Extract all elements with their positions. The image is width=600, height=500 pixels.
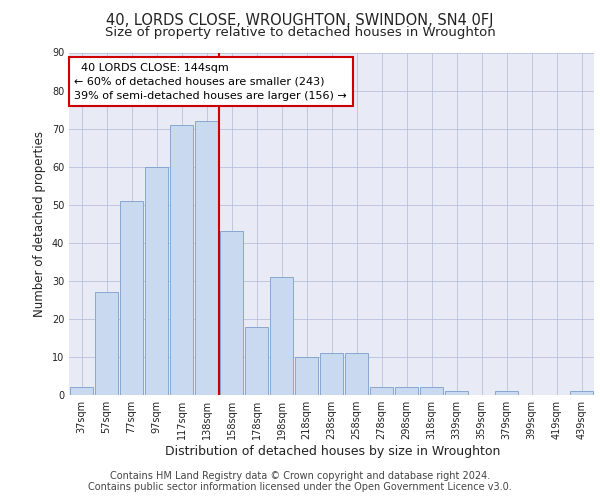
Bar: [345, 353, 368, 395]
Bar: [220, 232, 243, 395]
Bar: [570, 391, 593, 395]
Bar: [445, 391, 468, 395]
Bar: [420, 388, 443, 395]
Text: Contains HM Land Registry data © Crown copyright and database right 2024.
Contai: Contains HM Land Registry data © Crown c…: [88, 471, 512, 492]
Text: Distribution of detached houses by size in Wroughton: Distribution of detached houses by size …: [166, 444, 500, 458]
Bar: [120, 201, 143, 395]
Bar: [245, 326, 268, 395]
Text: 40, LORDS CLOSE, WROUGHTON, SWINDON, SN4 0FJ: 40, LORDS CLOSE, WROUGHTON, SWINDON, SN4…: [106, 12, 494, 28]
Bar: [95, 292, 118, 395]
Y-axis label: Number of detached properties: Number of detached properties: [33, 130, 46, 317]
Text: Size of property relative to detached houses in Wroughton: Size of property relative to detached ho…: [104, 26, 496, 39]
Bar: [195, 121, 218, 395]
Bar: [145, 166, 168, 395]
Bar: [295, 357, 318, 395]
Text: 40 LORDS CLOSE: 144sqm  
← 60% of detached houses are smaller (243)
39% of semi-: 40 LORDS CLOSE: 144sqm ← 60% of detached…: [74, 63, 347, 101]
Bar: [495, 391, 518, 395]
Bar: [170, 125, 193, 395]
Bar: [320, 353, 343, 395]
Bar: [370, 388, 393, 395]
Bar: [70, 388, 93, 395]
Bar: [270, 277, 293, 395]
Bar: [395, 388, 418, 395]
